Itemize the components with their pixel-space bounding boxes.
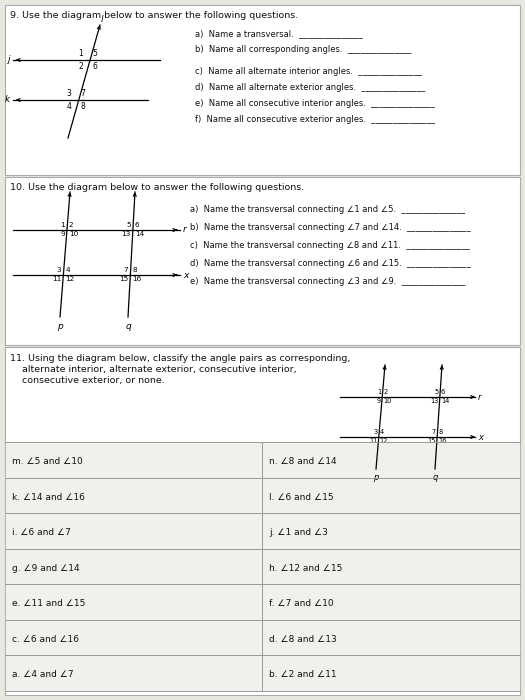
Text: 9: 9 [60, 231, 65, 237]
FancyBboxPatch shape [5, 620, 520, 655]
Text: 16: 16 [132, 276, 142, 282]
Text: 9: 9 [377, 398, 381, 404]
FancyBboxPatch shape [5, 347, 520, 695]
Text: 12: 12 [380, 438, 388, 444]
Text: b)  Name all corresponding angles.  _______________: b) Name all corresponding angles. ______… [195, 45, 412, 54]
Text: j. ∠1 and ∠3: j. ∠1 and ∠3 [269, 528, 328, 537]
Text: 12: 12 [65, 276, 75, 282]
Text: q: q [125, 322, 131, 331]
Text: 2: 2 [69, 222, 74, 228]
Text: 7: 7 [81, 89, 86, 98]
Text: d)  Name the transversal connecting ∠6 and ∠15.  _______________: d) Name the transversal connecting ∠6 an… [190, 259, 471, 268]
Text: a)  Name a transversal.  _______________: a) Name a transversal. _______________ [195, 29, 363, 38]
FancyBboxPatch shape [5, 477, 520, 513]
Text: 13: 13 [430, 398, 439, 404]
Text: 10. Use the diagram below to answer the following questions.: 10. Use the diagram below to answer the … [10, 183, 304, 192]
Text: f. ∠7 and ∠10: f. ∠7 and ∠10 [269, 599, 333, 608]
Text: 4: 4 [65, 267, 70, 273]
Text: 2: 2 [78, 62, 83, 71]
Text: 4: 4 [380, 430, 384, 435]
Text: 15: 15 [119, 276, 128, 282]
Text: 11: 11 [52, 276, 61, 282]
Text: e. ∠11 and ∠15: e. ∠11 and ∠15 [12, 599, 86, 608]
Text: m. ∠5 and ∠10: m. ∠5 and ∠10 [12, 457, 83, 466]
FancyBboxPatch shape [5, 655, 520, 691]
Text: e)  Name all consecutive interior angles.  _______________: e) Name all consecutive interior angles.… [195, 99, 435, 108]
Text: c. ∠6 and ∠16: c. ∠6 and ∠16 [12, 635, 79, 644]
Text: 13: 13 [122, 231, 131, 237]
Text: 15: 15 [428, 438, 436, 444]
Text: f)  Name all consecutive exterior angles.  _______________: f) Name all consecutive exterior angles.… [195, 115, 435, 124]
Text: 6: 6 [441, 389, 445, 396]
Text: p: p [373, 473, 379, 482]
Text: a)  Name the transversal connecting ∠1 and ∠5.  _______________: a) Name the transversal connecting ∠1 an… [190, 205, 465, 214]
Text: 11: 11 [370, 438, 378, 444]
Text: 7: 7 [124, 267, 128, 273]
Text: b. ∠2 and ∠11: b. ∠2 and ∠11 [269, 671, 337, 680]
Text: b)  Name the transversal connecting ∠7 and ∠14.  _______________: b) Name the transversal connecting ∠7 an… [190, 223, 471, 232]
Text: a. ∠4 and ∠7: a. ∠4 and ∠7 [12, 671, 74, 680]
Text: k. ∠14 and ∠16: k. ∠14 and ∠16 [12, 493, 85, 502]
Text: l. ∠6 and ∠15: l. ∠6 and ∠15 [269, 493, 333, 502]
Text: 7: 7 [432, 430, 436, 435]
Text: j: j [7, 55, 10, 64]
Text: 10: 10 [383, 398, 392, 404]
Text: 6: 6 [92, 62, 97, 71]
Text: c)  Name the transversal connecting ∠8 and ∠11.  _______________: c) Name the transversal connecting ∠8 an… [190, 241, 470, 250]
Text: 10: 10 [69, 231, 78, 237]
Text: 8: 8 [81, 102, 86, 111]
Text: 5: 5 [126, 222, 131, 228]
Text: 11. Using the diagram below, classify the angle pairs as corresponding,: 11. Using the diagram below, classify th… [10, 354, 350, 363]
Text: 6: 6 [135, 222, 140, 228]
Text: x: x [478, 433, 483, 442]
FancyBboxPatch shape [5, 442, 520, 477]
Text: c)  Name all alternate interior angles.  _______________: c) Name all alternate interior angles. _… [195, 67, 422, 76]
Text: k: k [5, 95, 10, 104]
Text: d. ∠8 and ∠13: d. ∠8 and ∠13 [269, 635, 337, 644]
Text: 2: 2 [383, 389, 387, 396]
Text: 3: 3 [67, 89, 72, 98]
FancyBboxPatch shape [5, 584, 520, 620]
Text: 1: 1 [78, 49, 83, 58]
Text: r: r [478, 393, 481, 402]
Text: 1: 1 [60, 222, 65, 228]
Text: 5: 5 [92, 49, 97, 58]
Text: 9. Use the diagram below to answer the following questions.: 9. Use the diagram below to answer the f… [10, 11, 298, 20]
Text: g. ∠9 and ∠14: g. ∠9 and ∠14 [12, 564, 80, 573]
Text: 1: 1 [377, 389, 381, 396]
Text: 8: 8 [132, 267, 137, 273]
Text: r: r [183, 225, 187, 234]
Text: x: x [183, 270, 188, 279]
Text: consecutive exterior, or none.: consecutive exterior, or none. [10, 376, 165, 385]
FancyBboxPatch shape [5, 5, 520, 175]
Text: 3: 3 [374, 430, 378, 435]
Text: 16: 16 [438, 438, 447, 444]
Text: 5: 5 [435, 389, 439, 396]
Text: h. ∠12 and ∠15: h. ∠12 and ∠15 [269, 564, 342, 573]
FancyBboxPatch shape [5, 177, 520, 345]
Text: n. ∠8 and ∠14: n. ∠8 and ∠14 [269, 457, 337, 466]
Text: 4: 4 [67, 102, 72, 111]
Text: l: l [101, 15, 103, 24]
Text: 3: 3 [57, 267, 61, 273]
Text: 14: 14 [441, 398, 449, 404]
Text: 8: 8 [438, 430, 443, 435]
Text: q: q [432, 473, 438, 482]
Text: p: p [57, 322, 63, 331]
FancyBboxPatch shape [5, 513, 520, 549]
FancyBboxPatch shape [5, 549, 520, 584]
Text: d)  Name all alternate exterior angles.  _______________: d) Name all alternate exterior angles. _… [195, 83, 425, 92]
Text: alternate interior, alternate exterior, consecutive interior,: alternate interior, alternate exterior, … [10, 365, 297, 374]
Text: e)  Name the transversal connecting ∠3 and ∠9.  _______________: e) Name the transversal connecting ∠3 an… [190, 277, 465, 286]
Text: i. ∠6 and ∠7: i. ∠6 and ∠7 [12, 528, 71, 537]
Text: 14: 14 [135, 231, 144, 237]
